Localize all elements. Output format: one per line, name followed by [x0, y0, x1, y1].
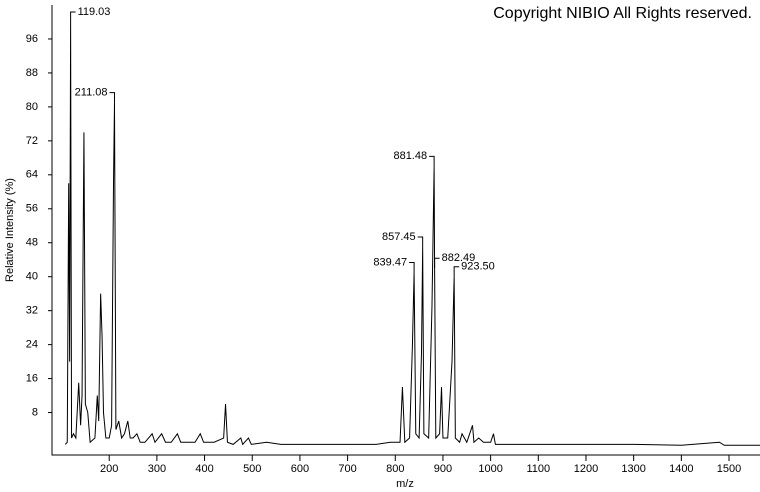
x-tick-label: 200	[100, 463, 118, 475]
y-tick-label: 8	[32, 406, 38, 418]
y-tick-label: 24	[26, 339, 38, 351]
annotation-label: 857.45	[382, 231, 416, 243]
x-tick-label: 300	[148, 463, 166, 475]
chart-title: Copyright NIBIO All Rights reserved.	[493, 5, 752, 22]
annotation-leader	[417, 236, 424, 247]
y-tick-label: 48	[26, 237, 38, 249]
spectrum-line	[64, 21, 760, 446]
y-tick-label: 88	[26, 67, 38, 79]
x-tick-label: 900	[434, 463, 452, 475]
x-tick-label: 700	[338, 463, 356, 475]
annotation-leader	[409, 261, 415, 273]
x-tick-label: 800	[386, 463, 404, 475]
annotation-leader	[109, 92, 115, 103]
y-tick-label: 56	[26, 203, 38, 215]
y-tick-label: 72	[26, 135, 38, 147]
y-tick-label: 32	[26, 305, 38, 317]
annotation-leader	[429, 155, 435, 167]
x-tick-label: 1100	[526, 463, 550, 475]
annotation-leader	[70, 11, 76, 22]
y-tick-label: 40	[26, 271, 38, 283]
x-tick-label: 500	[243, 463, 261, 475]
annotation-label: 923.50	[461, 261, 495, 273]
y-tick-label: 16	[26, 372, 38, 384]
y-axis-label: Relative Intensity (%)	[4, 178, 16, 282]
x-tick-label: 1000	[478, 463, 502, 475]
y-tick-label: 96	[26, 33, 38, 45]
annotation-label: 882.49	[442, 252, 476, 264]
x-tick-label: 600	[291, 463, 309, 475]
annotation-label: 119.03	[78, 6, 111, 18]
x-axis-label: m/z	[396, 478, 414, 490]
y-tick-label: 80	[26, 101, 38, 113]
y-tick-label: 64	[26, 169, 38, 181]
x-tick-label: 1300	[621, 463, 645, 475]
annotation-label: 881.48	[393, 150, 427, 162]
x-tick-label: 1200	[574, 463, 598, 475]
annotation-leader	[434, 257, 440, 269]
annotation-label: 211.08	[75, 87, 108, 99]
annotation-leader	[453, 266, 460, 277]
x-tick-label: 400	[195, 463, 213, 475]
x-tick-label: 1400	[669, 463, 693, 475]
axes	[51, 5, 760, 456]
x-tick-label: 1500	[717, 463, 741, 475]
annotation-label: 839.47	[373, 256, 407, 268]
